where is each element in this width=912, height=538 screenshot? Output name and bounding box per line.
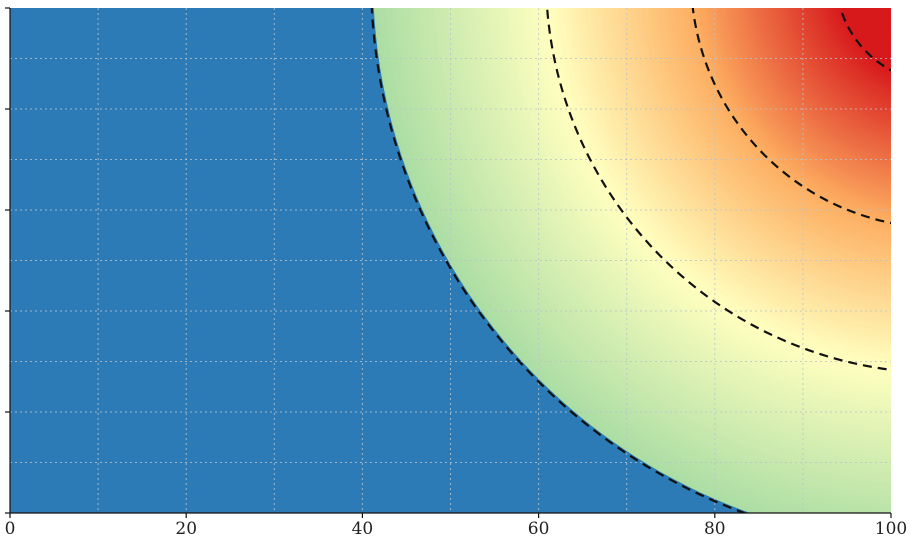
heatmap-field <box>10 0 912 513</box>
x-axis-ticks: 0 20 40 60 80 100 <box>5 513 907 538</box>
grid-lines <box>10 8 891 513</box>
x-tick-label: 20 <box>175 519 197 538</box>
x-tick-label: 0 <box>5 519 16 538</box>
heatmap-band <box>901 0 912 18</box>
heatmap-band <box>907 0 912 12</box>
x-tick-label: 60 <box>528 519 550 538</box>
x-tick-label: 80 <box>704 519 726 538</box>
heatmap-band <box>904 0 912 15</box>
heatmap-band <box>898 0 912 21</box>
heatmap-band <box>895 0 912 24</box>
x-tick-label: 40 <box>352 519 374 538</box>
x-tick-label: 100 <box>875 519 907 538</box>
heatmap-band <box>892 0 912 27</box>
heatmap-band <box>887 8 891 13</box>
heatmap-band <box>889 0 912 30</box>
